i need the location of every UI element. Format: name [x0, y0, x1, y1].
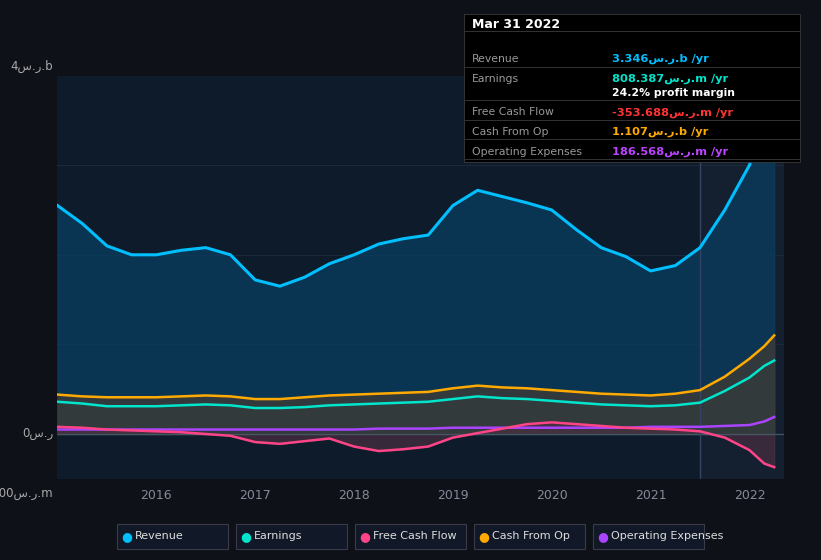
Bar: [700, 76, 784, 479]
Text: Revenue: Revenue: [135, 531, 184, 542]
Text: Operating Expenses: Operating Expenses: [612, 531, 723, 542]
Text: Free Cash Flow: Free Cash Flow: [373, 531, 456, 542]
Text: 186.568س.ر.m /yr: 186.568س.ر.m /yr: [612, 146, 728, 157]
Text: 0س.ر: 0س.ر: [22, 427, 53, 441]
Text: ●: ●: [241, 530, 251, 543]
Text: ●: ●: [479, 530, 489, 543]
Text: Mar 31 2022: Mar 31 2022: [472, 17, 560, 31]
Text: 808.387س.ر.m /yr: 808.387س.ر.m /yr: [612, 74, 728, 84]
Text: 24.2% profit margin: 24.2% profit margin: [612, 88, 735, 98]
Text: Cash From Op: Cash From Op: [493, 531, 570, 542]
Text: 4س.ر.b: 4س.ر.b: [11, 60, 53, 73]
Text: 3.346س.ر.b /yr: 3.346س.ر.b /yr: [612, 54, 709, 64]
Text: Revenue: Revenue: [472, 54, 520, 64]
Text: ●: ●: [598, 530, 608, 543]
Text: -353.688س.ر.m /yr: -353.688س.ر.m /yr: [612, 108, 733, 118]
Text: 1.107س.ر.b /yr: 1.107س.ر.b /yr: [612, 127, 709, 137]
Text: Earnings: Earnings: [472, 74, 519, 84]
Text: Earnings: Earnings: [255, 531, 303, 542]
Text: Operating Expenses: Operating Expenses: [472, 147, 582, 157]
Text: Cash From Op: Cash From Op: [472, 127, 548, 137]
Text: ●: ●: [122, 530, 132, 543]
Text: ●: ●: [360, 530, 370, 543]
Text: Free Cash Flow: Free Cash Flow: [472, 108, 554, 118]
Text: -500س.ر.m: -500س.ر.m: [0, 487, 53, 500]
